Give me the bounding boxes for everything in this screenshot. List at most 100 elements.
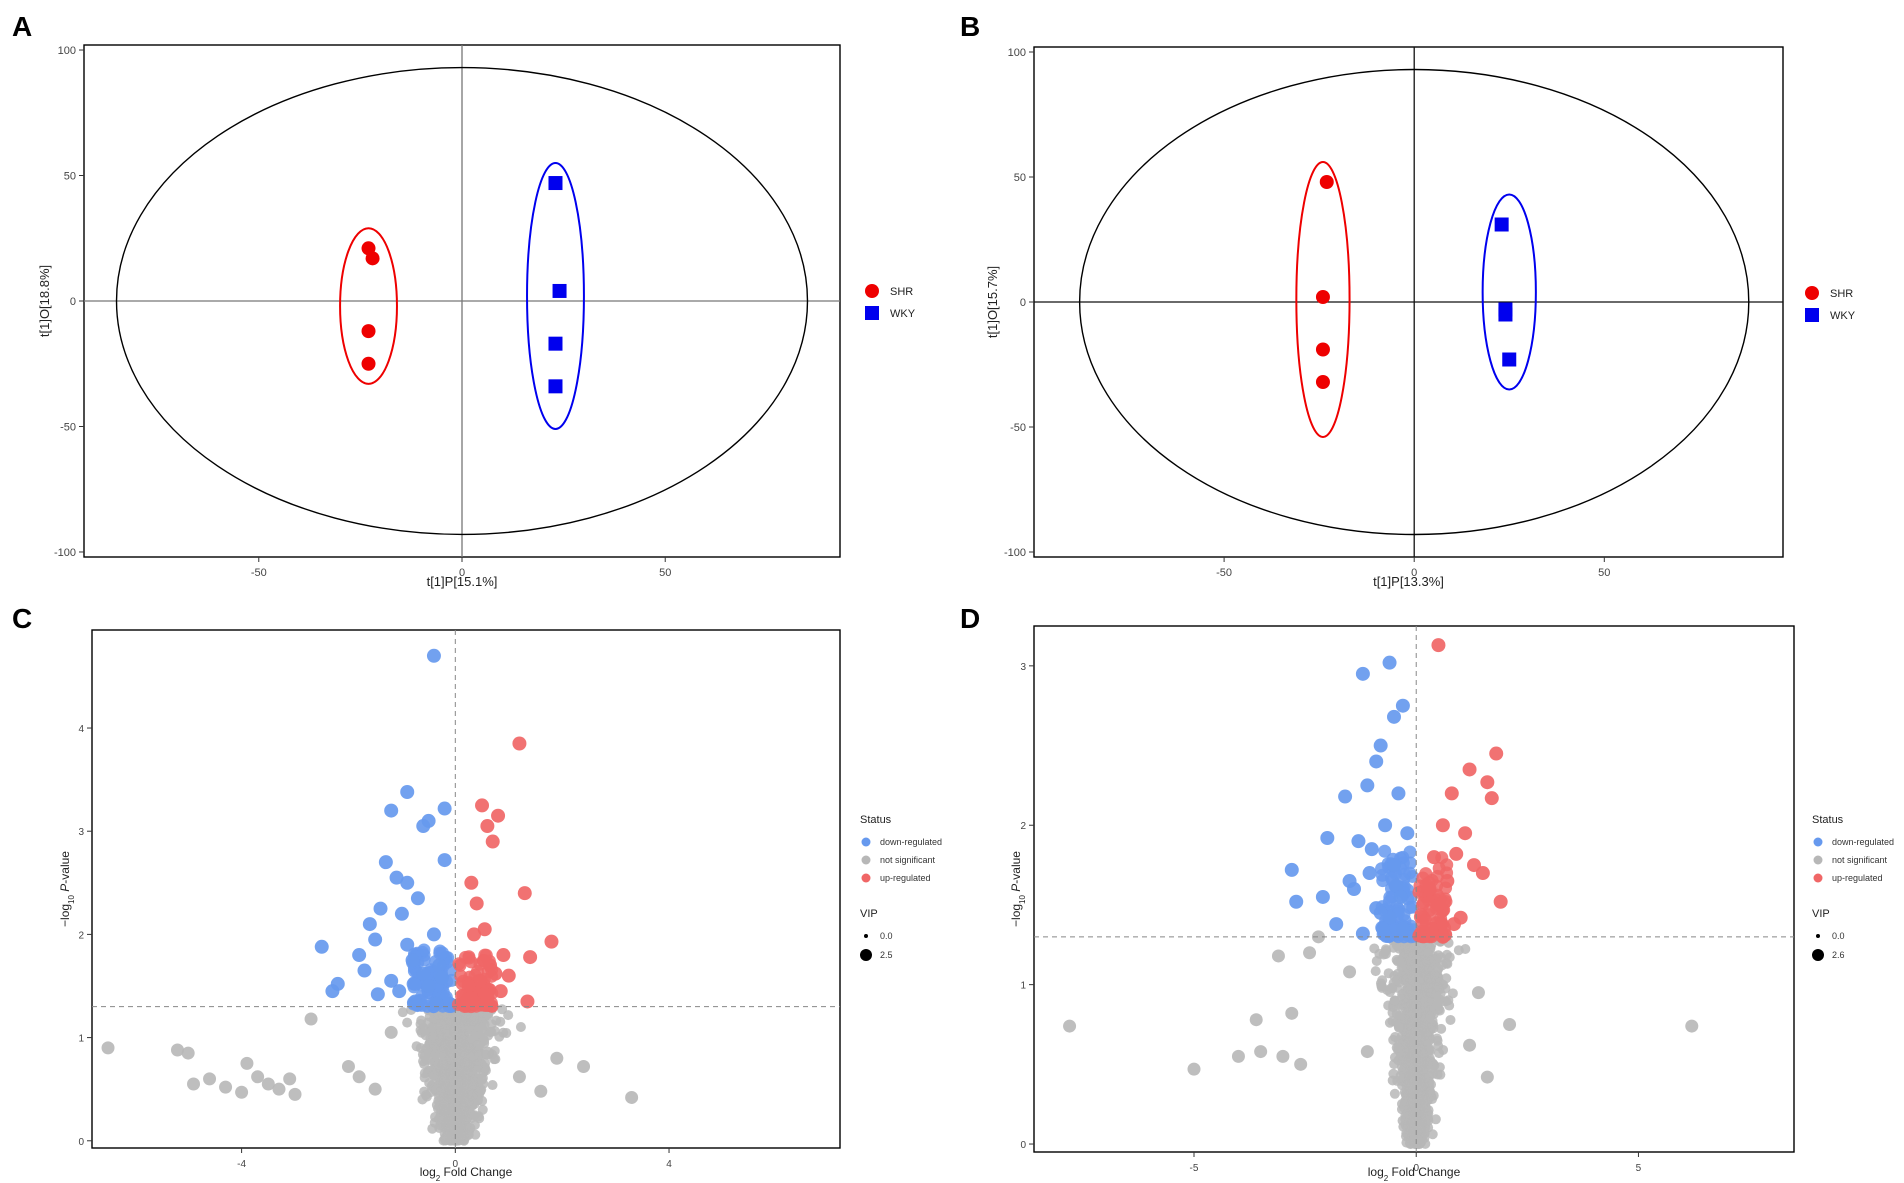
point-down-regulated bbox=[370, 987, 385, 1002]
y-tick-label: 3 bbox=[78, 827, 84, 838]
legend-vip-title: VIP bbox=[860, 908, 878, 920]
point-down-regulated bbox=[437, 801, 452, 816]
y-tick-label: 2 bbox=[1020, 821, 1026, 832]
point-not-significant bbox=[1303, 946, 1317, 960]
x-tick-label: 5 bbox=[1636, 1163, 1642, 1174]
not-significant-cloud bbox=[397, 1003, 526, 1146]
point-down-regulated bbox=[416, 819, 431, 834]
point-down-regulated bbox=[1403, 845, 1417, 859]
point-down-regulated bbox=[1284, 862, 1299, 877]
panel-label: D bbox=[960, 603, 980, 634]
point-not-significant bbox=[512, 1070, 526, 1084]
x-axis-title: log2 Fold Change bbox=[420, 1165, 513, 1183]
point-not-significant bbox=[415, 1042, 426, 1053]
point-not-significant bbox=[1418, 992, 1429, 1003]
point-up-regulated bbox=[488, 966, 503, 981]
y-axis-title: t[1]O[15.7%] bbox=[985, 266, 1000, 338]
panel-a: A -50 0 50 -100 -50 0 50 100 t[1]P[15.1%] t[1]O[18… bbox=[12, 11, 916, 589]
x-tick-label: 50 bbox=[1598, 567, 1610, 579]
point-not-significant bbox=[438, 1135, 449, 1146]
point-up-regulated bbox=[1458, 826, 1473, 841]
point-not-significant bbox=[1408, 1071, 1419, 1082]
group-ellipse-wky bbox=[526, 161, 585, 430]
point-up-regulated bbox=[1475, 866, 1490, 881]
legend: SHR WKY bbox=[865, 284, 916, 320]
point-not-significant bbox=[434, 1084, 445, 1095]
panel-label: B bbox=[960, 11, 980, 42]
point-not-significant bbox=[288, 1087, 302, 1101]
point-not-significant bbox=[436, 1048, 447, 1059]
point-down-regulated bbox=[314, 939, 329, 954]
point-not-significant bbox=[1276, 1049, 1290, 1063]
point-down-regulated bbox=[417, 943, 431, 957]
point-down-regulated bbox=[368, 932, 383, 947]
point-not-significant bbox=[1432, 1033, 1443, 1044]
legend-label: up-regulated bbox=[880, 873, 931, 883]
legend-marker-wky bbox=[865, 306, 879, 320]
point-up-regulated bbox=[480, 989, 495, 1004]
point-not-significant bbox=[435, 1114, 446, 1125]
point-up-regulated bbox=[1431, 638, 1446, 653]
point-down-regulated bbox=[400, 937, 415, 952]
point-not-significant bbox=[1063, 1019, 1077, 1033]
y-tick-label: 1 bbox=[1020, 981, 1026, 992]
point-not-significant bbox=[477, 1074, 488, 1085]
point-not-significant bbox=[452, 1091, 463, 1102]
legend-vip-label: 2.6 bbox=[1832, 950, 1845, 960]
point-not-significant bbox=[368, 1082, 382, 1096]
point-down-regulated bbox=[384, 803, 399, 818]
point-shr bbox=[1319, 175, 1334, 189]
point-not-significant bbox=[1503, 1017, 1517, 1031]
point-down-regulated bbox=[378, 855, 393, 870]
point-wky bbox=[548, 176, 563, 191]
point-not-significant bbox=[1421, 946, 1432, 957]
x-tick-label: -50 bbox=[251, 567, 267, 579]
point-not-significant bbox=[1426, 978, 1437, 989]
point-down-regulated bbox=[410, 891, 425, 906]
point-up-regulated bbox=[480, 819, 495, 834]
point-up-regulated bbox=[517, 886, 532, 901]
point-not-significant bbox=[1423, 1070, 1434, 1081]
point-down-regulated bbox=[352, 948, 367, 963]
point-up-regulated bbox=[472, 973, 487, 988]
y-tick-label: -50 bbox=[60, 421, 76, 433]
point-not-significant bbox=[1443, 995, 1454, 1006]
x-tick-label: 0 bbox=[453, 1159, 459, 1170]
point-not-significant bbox=[417, 1094, 428, 1105]
legend-vip-label: 0.0 bbox=[880, 931, 893, 941]
point-up-regulated bbox=[469, 896, 484, 911]
plot-border bbox=[91, 629, 841, 1149]
y-tick-label: 100 bbox=[1008, 47, 1026, 59]
point-down-regulated bbox=[1395, 921, 1410, 936]
legend-label: not significant bbox=[880, 855, 936, 865]
point-not-significant bbox=[491, 1015, 502, 1026]
point-not-significant bbox=[440, 1040, 451, 1051]
point-up-regulated bbox=[1440, 858, 1454, 872]
point-down-regulated bbox=[1315, 889, 1330, 904]
point-down-regulated bbox=[1387, 858, 1401, 873]
point-not-significant bbox=[1423, 954, 1434, 965]
point-up-regulated bbox=[523, 950, 538, 965]
point-not-significant bbox=[272, 1082, 286, 1096]
point-down-regulated bbox=[416, 966, 431, 981]
point-not-significant bbox=[1402, 1079, 1413, 1090]
point-up-regulated bbox=[1449, 846, 1464, 861]
point-up-regulated bbox=[464, 991, 479, 1006]
point-not-significant bbox=[219, 1080, 233, 1094]
point-not-significant bbox=[181, 1046, 195, 1060]
point-not-significant bbox=[384, 1025, 398, 1039]
panel-label: C bbox=[12, 603, 32, 634]
point-not-significant bbox=[1421, 1030, 1432, 1041]
y-tick-label: 4 bbox=[78, 724, 84, 735]
x-tick-label: -5 bbox=[1190, 1163, 1199, 1174]
legend-label: WKY bbox=[1830, 310, 1856, 322]
point-down-regulated bbox=[389, 870, 404, 885]
point-down-regulated bbox=[1400, 826, 1415, 841]
point-not-significant bbox=[1395, 1010, 1406, 1021]
point-not-significant bbox=[472, 1040, 483, 1051]
point-wky bbox=[1498, 307, 1513, 322]
point-not-significant bbox=[1403, 1002, 1414, 1013]
point-up-regulated bbox=[496, 948, 511, 963]
point-up-regulated bbox=[520, 994, 535, 1009]
